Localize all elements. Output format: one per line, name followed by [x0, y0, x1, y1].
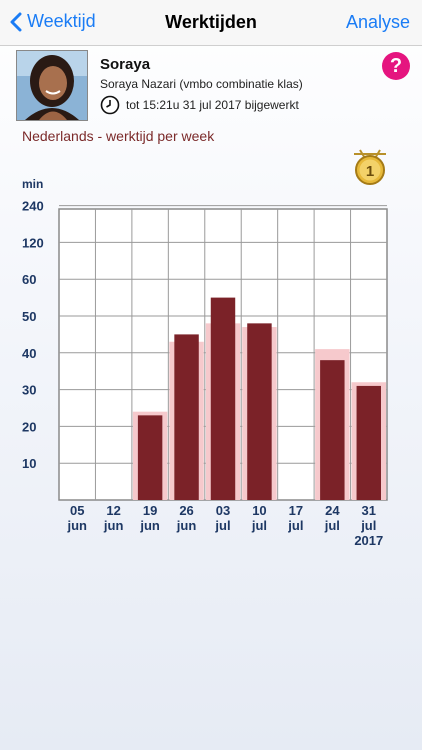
x-tick-label: jul — [360, 518, 376, 533]
y-tick-label: 60 — [22, 272, 36, 287]
x-tick-label: jun — [176, 518, 197, 533]
weekly-worktime-chart: 10203040506012024005jun12jun19jun26jun03… — [22, 199, 388, 548]
analyse-button[interactable]: Analyse — [345, 12, 410, 32]
bar-dark — [320, 360, 345, 500]
y-tick-label: 30 — [22, 383, 36, 398]
x-tick-label: 19 — [143, 503, 157, 518]
bar-dark — [137, 415, 163, 500]
bar-dark — [210, 297, 236, 500]
clock-icon — [100, 95, 120, 115]
y-tick-label: 120 — [22, 235, 44, 250]
x-tick-label: jun — [66, 518, 87, 533]
x-tick-label: 31 — [362, 503, 376, 518]
page-title: Werktijden — [165, 12, 257, 32]
chevron-left-icon — [10, 12, 22, 31]
x-tick-label: 17 — [289, 503, 303, 518]
bar-dark — [356, 385, 381, 500]
x-tick-label: jun — [103, 518, 124, 533]
bar-dark — [174, 334, 199, 500]
subject-title: Nederlands - werktijd per week — [22, 128, 215, 144]
x-tick-label: 10 — [252, 503, 266, 518]
y-tick-label: 40 — [22, 346, 36, 361]
x-tick-label: 12 — [106, 503, 120, 518]
x-tick-label: 2017 — [354, 533, 383, 548]
y-tick-label: 240 — [22, 199, 44, 214]
student-fullname: Soraya Nazari (vmbo combinatie klas) — [100, 77, 303, 91]
x-tick-label: jul — [324, 518, 340, 533]
x-tick-label: 05 — [70, 503, 84, 518]
medal-icon: 1 — [354, 149, 386, 185]
x-tick-label: jul — [251, 518, 267, 533]
x-tick-label: jul — [214, 518, 230, 533]
navigation-bar: Weektijd Werktijden Analyse — [0, 0, 422, 46]
x-tick-label: jun — [139, 518, 160, 533]
back-button-label: Weektijd — [27, 11, 96, 31]
back-button[interactable]: Weektijd — [10, 11, 96, 32]
bar-dark — [247, 323, 272, 500]
y-tick-label: 50 — [22, 309, 36, 324]
chart-unit-label: min — [22, 177, 44, 191]
x-tick-label: jul — [287, 518, 303, 533]
help-icon[interactable]: ? — [382, 52, 410, 80]
last-updated-text: tot 15:21u 31 jul 2017 bijgewerkt — [126, 98, 299, 112]
student-name: Soraya — [100, 56, 151, 73]
y-tick-label: 20 — [22, 419, 36, 434]
y-tick-label: 10 — [22, 456, 36, 471]
medal-label: 1 — [366, 163, 374, 180]
x-tick-label: 03 — [216, 503, 230, 518]
avatar — [16, 50, 88, 121]
x-tick-label: 24 — [325, 503, 340, 518]
x-tick-label: 26 — [179, 503, 193, 518]
